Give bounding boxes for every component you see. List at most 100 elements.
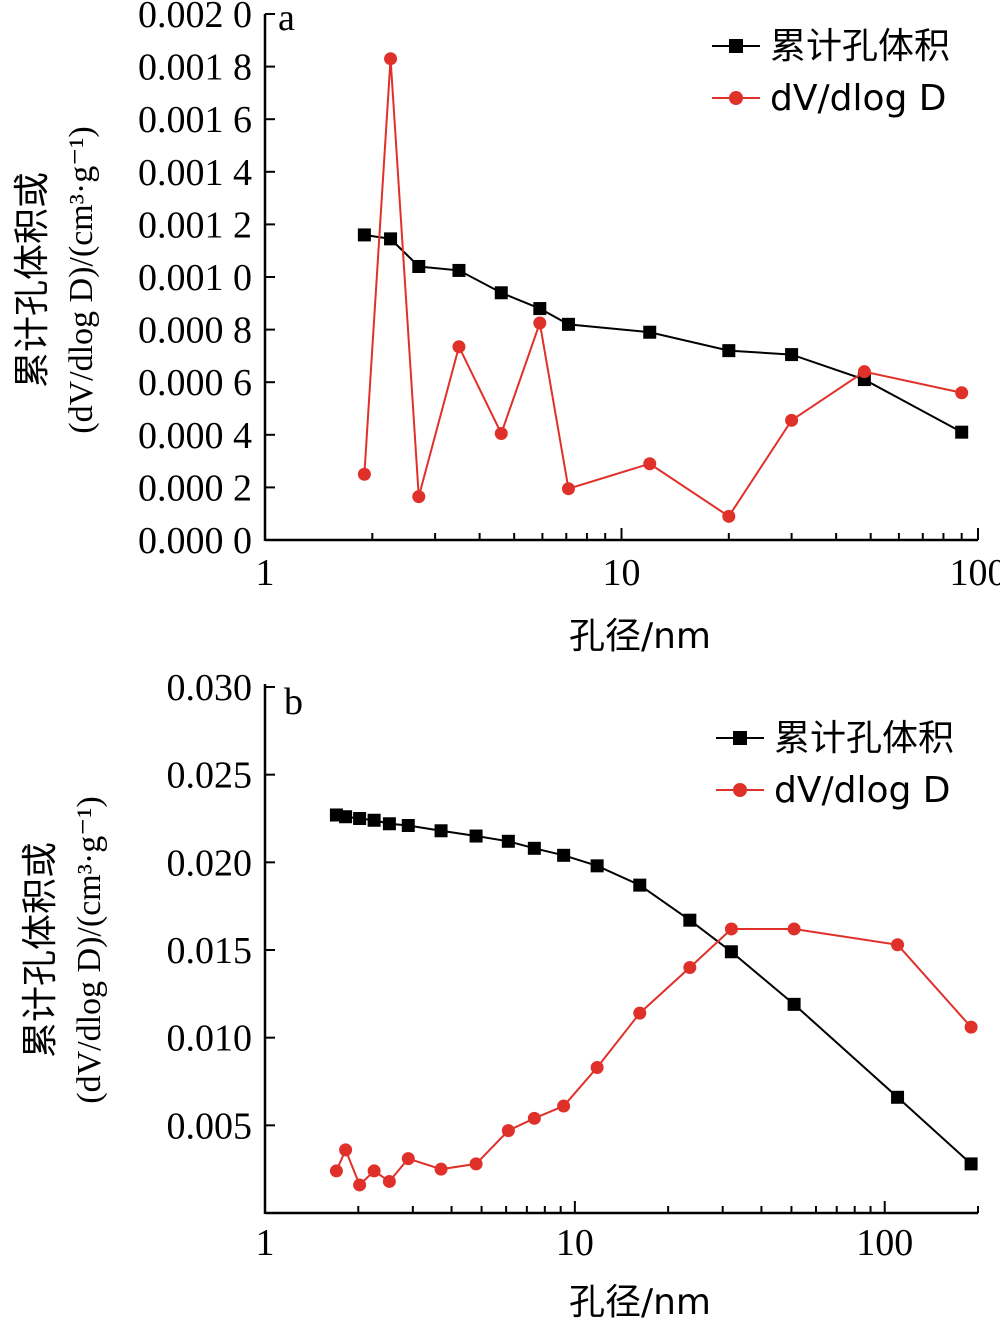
chart-b-series-1-point-15 <box>787 922 801 936</box>
chart-a-legend-label-cumulative: 累计孔体积 <box>770 26 950 67</box>
chart-b-y-axis-label-line2: (dV/dlog D)/(cm³·g⁻¹) <box>71 796 108 1103</box>
chart-a-x-tick-label-2: 100 <box>950 552 1000 594</box>
chart-b-x-axis-label: 孔径/nm <box>569 1282 711 1323</box>
chart-a-series-0-point-5 <box>533 302 547 316</box>
chart-a-series-0-point-2 <box>412 259 426 273</box>
chart-b-y-tick-label-3: 0.020 <box>167 842 253 884</box>
chart-b-plot: 0.005 0.010 0.015 0.020 0.025 0.030 1 10 100 <box>167 667 979 1264</box>
chart-b-series-0-point-5 <box>401 819 415 833</box>
chart-b-series-1-point-10 <box>557 1099 571 1113</box>
chart-b-series-0-point-8 <box>501 834 515 848</box>
chart-a-legend: 累计孔体积 dV/dlog D <box>712 26 950 119</box>
chart-a-series-0-point-4 <box>494 286 508 300</box>
chart-b-series-0-point-3 <box>367 813 381 827</box>
chart-panel-b: 0.005 0.010 0.015 0.020 0.025 0.030 1 10 100 b 孔… <box>20 667 979 1323</box>
chart-a-series-1-point-3 <box>452 340 466 354</box>
chart-b-y-tick-label-1: 0.010 <box>167 1018 253 1060</box>
chart-a-series-0-point-9 <box>785 348 799 362</box>
chart-panel-a: 0.000 0 0.000 2 0.000 4 0.000 6 0.000 8 0.001… <box>12 0 1000 657</box>
chart-a-x-tick-label-0: 1 <box>256 552 275 594</box>
chart-b-series-0-point-11 <box>590 859 604 873</box>
chart-b-series-1-point-3 <box>367 1164 381 1178</box>
chart-b-y-tick-label-5: 0.030 <box>167 667 253 709</box>
chart-a-series-1-point-0 <box>357 467 371 481</box>
chart-b-series-0-point-10 <box>557 848 571 862</box>
chart-b-series-1-point-14 <box>724 922 738 936</box>
chart-b-series-1-point-12 <box>633 1006 647 1020</box>
chart-a-legend-entry-cumulative: 累计孔体积 <box>712 26 950 67</box>
chart-a-y-tick-label-5: 0.001 0 <box>138 257 252 299</box>
chart-b-legend-entry-dvdlogd: dV/dlog D <box>716 770 951 811</box>
chart-b-series-0-point-4 <box>382 817 396 831</box>
chart-b-series-1-point-13 <box>683 961 697 975</box>
chart-a-series-1-point-1 <box>384 52 398 66</box>
chart-a-series-1-point-4 <box>494 426 508 440</box>
chart-b-y-tick-label-2: 0.015 <box>167 930 253 972</box>
chart-b-series-1-point-2 <box>353 1178 367 1192</box>
chart-b-series-0-point-1 <box>339 810 353 824</box>
chart-b-series-0-point-6 <box>434 824 448 838</box>
chart-b-series-1-point-7 <box>469 1157 483 1171</box>
chart-a-series-0-point-0 <box>357 228 371 242</box>
chart-a-series-1-point-11 <box>955 386 969 400</box>
chart-b-series-0-point-2 <box>353 812 367 825</box>
chart-a-series-1-point-7 <box>643 457 657 471</box>
chart-b-series-0-line <box>336 814 972 1165</box>
chart-a-y-tick-label-8: 0.001 6 <box>138 99 252 141</box>
chart-b-series-0-point-17 <box>964 1157 978 1171</box>
chart-a-y-tick-label-4: 0.000 8 <box>138 310 252 352</box>
chart-a-series-0-point-7 <box>643 325 657 339</box>
chart-b-series-0-point-7 <box>469 829 483 843</box>
chart-a-y-tick-label-7: 0.001 4 <box>138 152 252 194</box>
chart-b-legend: 累计孔体积 dV/dlog D <box>716 718 954 811</box>
chart-a-y-tick-label-10: 0.002 0 <box>138 0 252 36</box>
chart-a-y-axis-label-line2: (dV/dlog D)/(cm³·g⁻¹) <box>63 126 100 433</box>
chart-b-x-tick-label-2: 100 <box>856 1222 913 1264</box>
chart-a-series-0-point-6 <box>561 317 575 331</box>
chart-a-panel-letter: a <box>278 0 295 39</box>
chart-a-y-tick-label-9: 0.001 8 <box>138 47 252 89</box>
chart-b-legend-label-dvdlogd: dV/dlog D <box>774 770 951 811</box>
chart-a-x-tick-label-1: 10 <box>603 552 641 594</box>
chart-a-series-1-point-5 <box>533 316 547 330</box>
chart-b-legend-label-cumulative: 累计孔体积 <box>774 718 954 759</box>
chart-b-series-1-point-5 <box>401 1152 415 1166</box>
chart-b-series-0-point-9 <box>527 841 541 855</box>
chart-a-series-1-point-6 <box>561 482 575 496</box>
chart-b-panel-letter: b <box>284 681 303 723</box>
chart-a-series-1-point-9 <box>785 413 799 427</box>
chart-a-series-1-point-8 <box>722 509 736 523</box>
chart-a-y-tick-label-0: 0.000 0 <box>138 520 252 562</box>
chart-b-series-0-point-14 <box>724 945 738 959</box>
chart-a-y-tick-label-6: 0.001 2 <box>138 204 252 246</box>
chart-b-y-tick-label-4: 0.025 <box>167 755 253 797</box>
chart-a-legend-entry-dvdlogd: dV/dlog D <box>712 78 947 119</box>
chart-b-x-tick-label-0: 1 <box>256 1222 275 1264</box>
chart-a-x-axis-label: 孔径/nm <box>569 616 711 657</box>
chart-b-series-1-point-1 <box>339 1143 353 1157</box>
chart-a-series-0-point-3 <box>452 263 466 277</box>
chart-a-series-0-point-8 <box>722 344 736 358</box>
chart-b-series-1-line <box>335 927 972 1187</box>
chart-a-series-1-point-2 <box>412 490 426 504</box>
chart-a-legend-label-dvdlogd: dV/dlog D <box>770 78 947 119</box>
chart-b-series-1-point-4 <box>382 1174 396 1188</box>
chart-b-series-1-point-6 <box>434 1162 448 1176</box>
chart-b-series-0-point-16 <box>891 1090 905 1104</box>
chart-a-y-tick-label-3: 0.000 6 <box>138 362 252 404</box>
chart-b-y-tick-label-0: 0.005 <box>167 1105 253 1147</box>
chart-b-series-1-point-16 <box>891 938 905 952</box>
chart-a-y-tick-label-1: 0.000 2 <box>138 467 252 509</box>
chart-b-series-1-point-11 <box>590 1060 604 1074</box>
chart-b-series-1-point-17 <box>964 1020 978 1034</box>
chart-a-series-1-point-10 <box>857 365 871 379</box>
chart-a-series-0-point-1 <box>384 232 398 246</box>
chart-b-legend-entry-cumulative: 累计孔体积 <box>716 718 954 759</box>
chart-b-y-axis-label-line1: 累计孔体积或 <box>20 842 61 1058</box>
chart-a-plot: 0.000 0 0.000 2 0.000 4 0.000 6 0.000 8 0.001… <box>138 0 1000 594</box>
chart-a-series-1-line <box>363 58 962 518</box>
chart-a-y-axis-label-line1: 累计孔体积或 <box>12 172 53 388</box>
chart-b-x-tick-label-1: 10 <box>556 1222 594 1264</box>
chart-a-y-tick-label-2: 0.000 4 <box>138 415 252 457</box>
